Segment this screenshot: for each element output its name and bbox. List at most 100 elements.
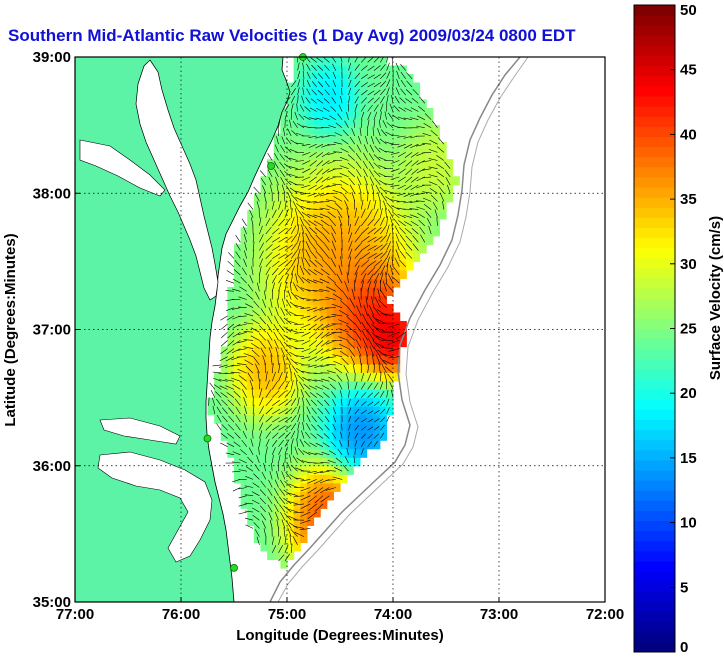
velocity-vector — [290, 528, 298, 537]
velocity-vector — [353, 455, 356, 464]
velocity-vector — [216, 398, 222, 406]
velocity-vector — [374, 297, 381, 308]
velocity-cell — [353, 295, 361, 305]
velocity-cell — [320, 184, 328, 194]
velocity-cell — [346, 397, 354, 407]
velocity-vector — [312, 290, 324, 292]
velocity-vector — [251, 266, 254, 276]
velocity-vector — [367, 330, 375, 341]
velocity-cell — [373, 355, 381, 365]
velocity-cell — [306, 338, 315, 348]
velocity-vector — [299, 439, 305, 447]
velocity-vector — [259, 266, 262, 276]
velocity-cell — [326, 142, 334, 152]
velocity-cell — [353, 448, 361, 458]
velocity-vector — [348, 63, 351, 71]
velocity-cell — [287, 210, 295, 220]
velocity-cell — [280, 176, 288, 186]
velocity-cell — [247, 380, 255, 390]
velocity-cell — [253, 320, 262, 331]
velocity-vector — [266, 323, 273, 333]
velocity-vector — [354, 96, 359, 104]
velocity-vector — [314, 487, 324, 494]
velocity-vector — [322, 107, 330, 112]
velocity-vector — [360, 208, 366, 218]
velocity-vector — [297, 87, 300, 96]
velocity-vector — [364, 176, 368, 186]
velocity-vector — [333, 141, 343, 145]
velocity-vector — [287, 508, 298, 513]
velocity-vector — [287, 128, 292, 137]
velocity-cell — [260, 252, 268, 262]
velocity-cell — [379, 261, 387, 271]
velocity-vector — [238, 503, 247, 507]
velocity-cell — [313, 465, 321, 475]
velocity-vector — [232, 451, 241, 456]
colorbar-band — [634, 35, 675, 46]
velocity-cell — [333, 397, 341, 407]
velocity-vector — [391, 95, 394, 104]
velocity-cell — [340, 380, 348, 390]
velocity-cell — [287, 397, 295, 407]
velocity-cell — [419, 133, 427, 143]
colorbar-tick-label: 15 — [680, 450, 697, 467]
velocity-cell — [280, 482, 288, 492]
velocity-cell — [273, 159, 281, 169]
velocity-cell — [446, 159, 454, 169]
velocity-vector — [271, 200, 275, 210]
velocity-vector — [244, 250, 247, 259]
velocity-vector — [254, 529, 260, 537]
velocity-cell — [353, 125, 361, 135]
velocity-cell — [287, 150, 295, 160]
velocity-cell — [313, 150, 321, 160]
velocity-vector — [320, 348, 330, 354]
velocity-vector — [419, 96, 426, 104]
velocity-vector — [232, 461, 241, 464]
velocity-vector — [378, 156, 387, 161]
velocity-vector — [300, 192, 311, 195]
velocity-vector — [348, 57, 350, 63]
velocity-vector — [423, 123, 432, 129]
velocity-cell — [240, 482, 248, 492]
velocity-cell — [366, 91, 374, 101]
velocity-cell — [326, 423, 334, 433]
velocity-cell — [227, 440, 235, 450]
velocity-vector — [375, 335, 387, 341]
colorbar-band — [634, 510, 675, 522]
velocity-cell — [320, 465, 328, 475]
velocity-cell — [313, 312, 321, 322]
velocity-cell — [313, 303, 321, 314]
velocity-cell — [287, 261, 295, 271]
velocity-cell — [247, 363, 255, 373]
velocity-cell — [346, 329, 354, 339]
velocity-cell — [333, 312, 341, 322]
velocity-cell — [300, 474, 308, 484]
velocity-cell — [326, 82, 334, 92]
velocity-cell — [234, 431, 242, 441]
velocity-cell — [366, 423, 374, 433]
velocity-vector — [404, 221, 413, 227]
velocity-vector — [403, 208, 413, 210]
velocity-vector — [310, 98, 317, 104]
velocity-vector — [290, 291, 298, 300]
velocity-vector — [377, 349, 387, 357]
velocity-vector — [386, 407, 390, 415]
velocity-cell — [386, 159, 394, 169]
velocity-cell — [300, 516, 308, 526]
velocity-vector — [388, 348, 400, 352]
velocity-vector — [309, 160, 317, 167]
velocity-vector — [341, 138, 349, 145]
velocity-vector — [259, 438, 261, 447]
velocity-cell — [287, 414, 295, 424]
velocity-vector — [294, 331, 305, 334]
velocity-vector — [376, 354, 381, 366]
colorbar-band — [634, 520, 675, 532]
velocity-cell — [227, 380, 235, 390]
velocity-vector — [332, 63, 337, 71]
velocity-vector — [347, 162, 355, 169]
velocity-vector — [339, 172, 349, 178]
velocity-vector — [272, 227, 280, 235]
velocity-cell — [333, 133, 341, 143]
velocity-cell — [326, 65, 334, 75]
velocity-vector — [331, 240, 337, 251]
